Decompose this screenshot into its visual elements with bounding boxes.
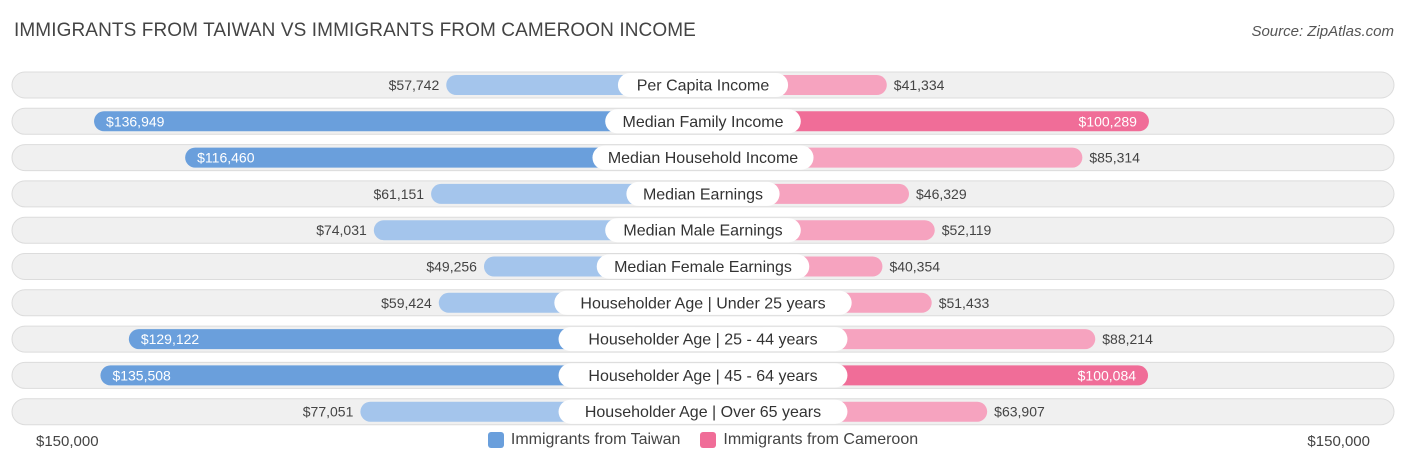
category-pill: [554, 290, 852, 315]
value-label-cameroon: $85,314: [1089, 150, 1140, 166]
category-label: Householder Age | Over 65 years: [585, 404, 821, 421]
category-label: Median Family Income: [623, 114, 784, 131]
value-label-taiwan: $61,151: [373, 186, 424, 202]
value-label-taiwan: $74,031: [316, 222, 367, 238]
category-pill: [596, 254, 810, 279]
value-label-cameroon: $52,119: [942, 222, 992, 238]
chart-title: IMMIGRANTS FROM TAIWAN VS IMMIGRANTS FRO…: [14, 20, 696, 41]
legend: Immigrants from Taiwan Immigrants from C…: [0, 431, 1406, 449]
category-label: Median Earnings: [643, 186, 763, 203]
category-label: Householder Age | 25 - 44 years: [588, 332, 817, 349]
value-label-taiwan: $49,256: [426, 259, 477, 275]
value-label-taiwan: $57,742: [389, 77, 440, 93]
bar-taiwan: [128, 329, 703, 350]
category-pill: [558, 399, 848, 424]
category-label: Householder Age | 45 - 64 years: [588, 368, 817, 385]
category-pill: [558, 363, 848, 388]
legend-swatch-taiwan: [487, 432, 504, 448]
legend-item-cameroon: Immigrants from Cameroon: [700, 431, 918, 449]
value-label-taiwan: $129,122: [141, 331, 200, 347]
category-label: Median Household Income: [608, 150, 798, 167]
category-label: Per Capita Income: [637, 78, 770, 95]
category-pill: [605, 218, 801, 243]
axis-left-label: $150,000: [36, 433, 99, 450]
value-label-taiwan: $116,460: [197, 150, 255, 166]
value-label-cameroon: $63,907: [994, 404, 1045, 420]
value-label-taiwan: $136,949: [106, 113, 165, 129]
category-label: Median Male Earnings: [623, 223, 782, 240]
legend-item-taiwan: Immigrants from Taiwan: [487, 431, 681, 449]
category-pill: [617, 73, 789, 97]
value-label-cameroon: $40,354: [889, 259, 940, 275]
legend-swatch-cameroon: [700, 432, 717, 448]
value-label-cameroon: $100,084: [1078, 367, 1137, 383]
value-label-cameroon: $46,329: [916, 186, 967, 202]
bar-taiwan: [100, 365, 703, 386]
value-label-cameroon: $41,334: [894, 77, 945, 93]
axis-right-label: $150,000: [1307, 433, 1370, 450]
category-label: Householder Age | Under 25 years: [580, 295, 825, 312]
legend-label-taiwan: Immigrants from Taiwan: [510, 431, 681, 448]
bar-cameroon: [703, 111, 1149, 132]
source-note: Source: ZipAtlas.com: [1251, 23, 1394, 40]
category-pill: [558, 327, 848, 352]
value-label-cameroon: $100,289: [1079, 113, 1138, 129]
value-label-taiwan: $59,424: [381, 295, 432, 311]
value-label-cameroon: $88,214: [1102, 331, 1153, 347]
legend-label-cameroon: Immigrants from Cameroon: [723, 431, 919, 448]
value-label-cameroon: $51,433: [939, 295, 990, 311]
category-pill: [592, 145, 814, 170]
category-label: Median Female Earnings: [614, 259, 792, 276]
bar-taiwan: [94, 111, 703, 132]
bar-taiwan: [185, 147, 703, 168]
value-label-taiwan: $77,051: [303, 404, 354, 420]
category-pill: [626, 181, 780, 206]
category-pill: [605, 109, 801, 134]
value-label-taiwan: $135,508: [112, 367, 171, 383]
